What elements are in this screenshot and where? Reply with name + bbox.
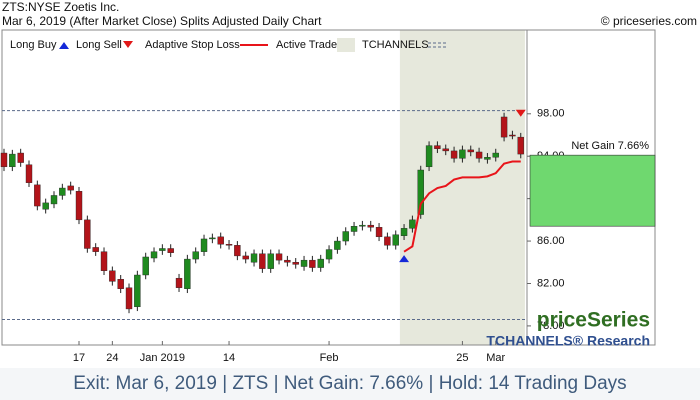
candle-body [67, 185, 74, 191]
legend-label: Adaptive Stop Loss [145, 39, 240, 51]
candle-body [92, 247, 99, 252]
candle-body [325, 249, 333, 260]
x-tick-label: 24 [106, 352, 118, 364]
candle-body [434, 145, 441, 149]
candle-body [125, 287, 133, 310]
candle-body [225, 244, 233, 246]
x-tick-label: 14 [223, 352, 235, 364]
candle-body [425, 145, 433, 168]
candle-body [259, 253, 266, 269]
candle-body [150, 251, 158, 259]
candle-body [217, 236, 224, 245]
candle-body [309, 259, 316, 268]
candle-body [367, 224, 374, 228]
x-tick-label: Feb [320, 352, 339, 364]
y-tick-label: 86.00 [537, 235, 565, 247]
candle-body [100, 251, 108, 271]
candle-body [500, 116, 508, 138]
candle-body [417, 169, 424, 215]
candle-body [184, 258, 191, 289]
legend-sell [123, 41, 133, 48]
legend-label: Long Buy [10, 39, 57, 51]
candle-body [175, 277, 183, 288]
candle-body [42, 202, 49, 210]
candle-body [384, 236, 391, 246]
footer: Exit: Mar 6, 2019 | ZTS | Net Gain: 7.66… [73, 373, 626, 394]
candle-body [442, 148, 449, 152]
candle-body [375, 227, 383, 238]
candle-body [467, 149, 474, 153]
candle-body [484, 157, 491, 160]
candle-body [450, 150, 458, 159]
candle-body [134, 274, 141, 308]
candle-body [109, 270, 116, 282]
watermark: priceSeries [537, 309, 650, 332]
candle-body [275, 253, 283, 261]
candle-body [509, 134, 516, 137]
candle-body [234, 245, 241, 257]
stop-loss-line [403, 160, 521, 253]
candle-body [492, 152, 499, 158]
candle-body [200, 238, 208, 252]
candle-body [9, 153, 16, 168]
candle-body [517, 136, 524, 155]
candle-body [117, 279, 124, 289]
x-tick-label: 17 [73, 352, 85, 364]
candle-body [209, 237, 216, 240]
candle-body [242, 255, 249, 260]
y-tick-label: 82.00 [537, 277, 565, 289]
candle-body [400, 228, 408, 236]
candle-body [392, 234, 399, 246]
candle-body [59, 187, 66, 196]
x-tick-label: 25 [456, 352, 468, 364]
candle-body [75, 191, 83, 221]
y-tick-label: 78.00 [537, 320, 565, 332]
candle-body [459, 149, 466, 159]
chart-title: ZTS:NYSE Zoetis Inc. [2, 0, 119, 14]
buy-marker [399, 255, 410, 263]
candle-body [475, 151, 483, 159]
x-tick-label: Mar [486, 352, 505, 364]
legend-label: Active Trade [276, 39, 337, 51]
footer-bar [0, 368, 700, 400]
candle-body [0, 152, 8, 168]
candle-body [25, 164, 33, 183]
legend-active [337, 38, 355, 52]
sell-marker [515, 109, 526, 117]
candle-body [359, 224, 366, 227]
candle-body [192, 251, 199, 260]
candle-body [167, 248, 174, 253]
candle-body [84, 219, 91, 249]
candle-body [292, 262, 299, 265]
candle-body [159, 248, 166, 251]
candle-body [50, 195, 58, 205]
candle-body [250, 253, 258, 263]
candle-body [317, 258, 324, 268]
candle-body [284, 259, 291, 263]
watermark-sub: TCHANNELS® Research [486, 333, 650, 349]
candle-body [334, 240, 341, 250]
candle-body [300, 259, 308, 267]
legend-label: Long Sell [76, 39, 122, 51]
candle-body [409, 219, 416, 229]
candle-body [142, 256, 149, 276]
net-gain-label: Net Gain 7.66% [571, 140, 649, 152]
legend-label: TCHANNELS [362, 39, 429, 51]
candle-body [342, 231, 349, 242]
chart-subtitle: Mar 6, 2019 (After Market Close) Splits … [2, 14, 322, 28]
candle-body [267, 253, 274, 269]
y-tick-label: 98.00 [537, 108, 565, 120]
candle-body [34, 184, 41, 207]
x-tick-label: Jan 2019 [140, 352, 185, 364]
copyright: © priceseries.com [601, 14, 697, 28]
net-gain-box [529, 154, 656, 227]
legend-buy [59, 42, 69, 49]
candle-body [17, 152, 24, 163]
candle-body [350, 226, 358, 232]
